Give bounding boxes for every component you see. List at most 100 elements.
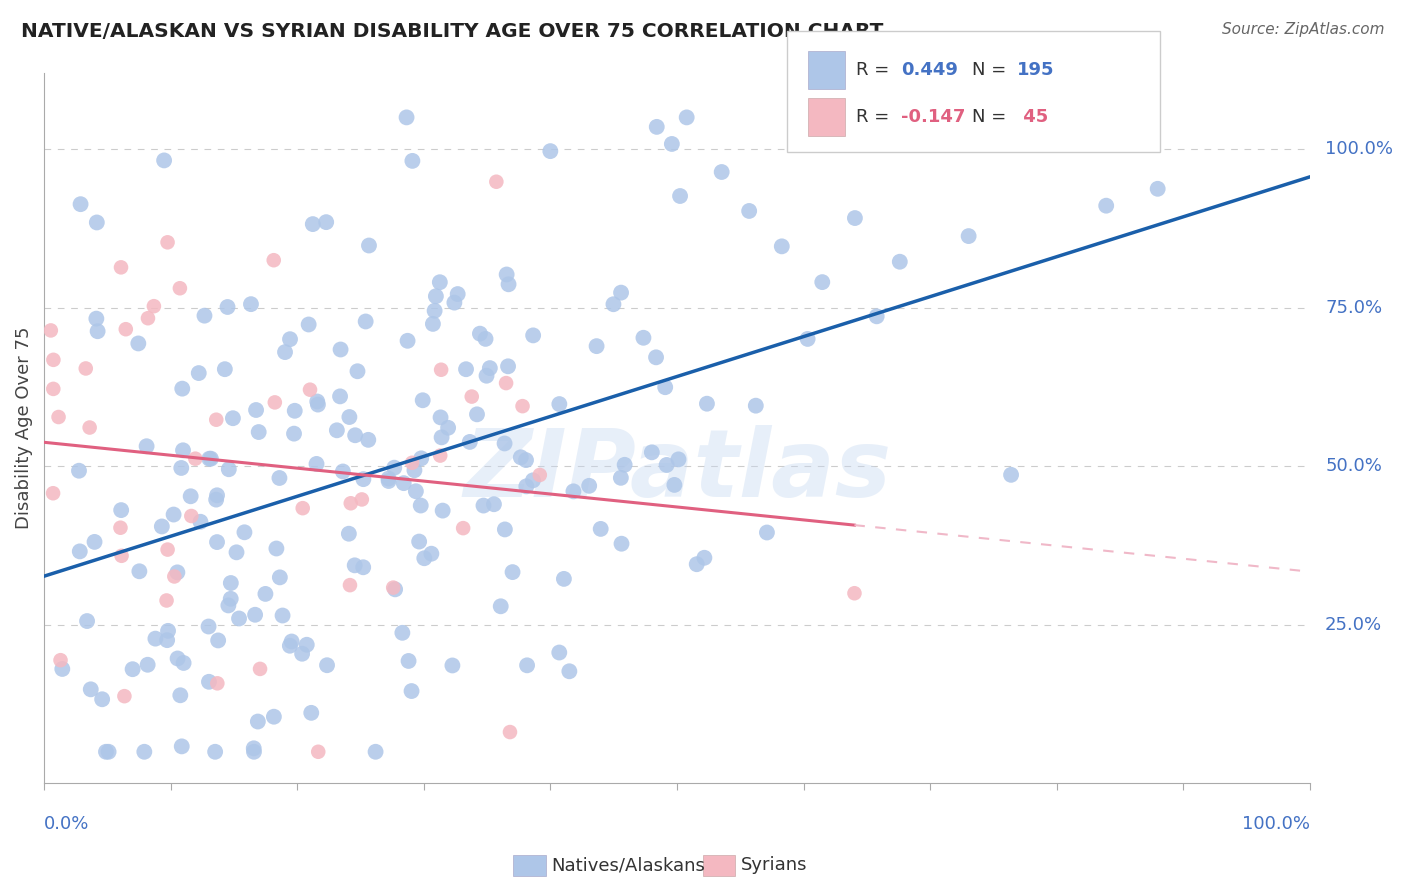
Point [86, 215, 108, 229]
Text: R =: R = [856, 61, 896, 78]
Point [204, 745, 226, 759]
Point [396, 334, 419, 348]
Point [654, 380, 676, 394]
Point [495, 268, 517, 282]
Point [339, 496, 361, 510]
Point [553, 572, 575, 586]
Point [83, 535, 105, 549]
Point [198, 451, 221, 466]
Point [1000, 467, 1022, 482]
Text: 100.0%: 100.0% [1324, 140, 1393, 158]
Point [180, 508, 202, 523]
Point [391, 625, 413, 640]
Text: 25.0%: 25.0% [1324, 615, 1382, 634]
Point [153, 153, 176, 168]
Point [263, 253, 285, 268]
Point [136, 657, 159, 672]
Point [163, 569, 186, 583]
Text: -0.147: -0.147 [901, 108, 966, 126]
Point [437, 421, 460, 435]
Text: Natives/Alaskans: Natives/Alaskans [551, 856, 704, 874]
Point [482, 497, 505, 511]
Point [404, 463, 426, 477]
Point [392, 476, 415, 491]
Point [329, 343, 352, 357]
Point [184, 451, 207, 466]
Point [398, 654, 420, 668]
Point [496, 359, 519, 374]
Point [269, 471, 291, 485]
Text: 0.449: 0.449 [901, 61, 957, 78]
Point [162, 508, 184, 522]
Point [499, 725, 522, 739]
Point [219, 591, 242, 606]
Text: R =: R = [856, 108, 896, 126]
Point [200, 451, 222, 466]
Point [39, 323, 62, 337]
Point [866, 310, 889, 324]
Point [307, 745, 329, 759]
Text: 100.0%: 100.0% [1241, 815, 1310, 833]
Point [284, 404, 307, 418]
Point [299, 706, 322, 720]
Point [173, 656, 195, 670]
Point [382, 581, 405, 595]
Point [465, 408, 488, 422]
Point [693, 550, 716, 565]
Point [668, 452, 690, 467]
Point [1095, 199, 1118, 213]
Point [76, 614, 98, 628]
Point [661, 136, 683, 151]
Text: Source: ZipAtlas.com: Source: ZipAtlas.com [1222, 22, 1385, 37]
Point [498, 277, 520, 292]
Point [271, 608, 294, 623]
Point [364, 745, 387, 759]
Point [79, 420, 101, 434]
Point [377, 474, 399, 488]
Point [796, 332, 818, 346]
Point [1146, 182, 1168, 196]
Point [633, 331, 655, 345]
Point [172, 443, 194, 458]
Point [443, 295, 465, 310]
Point [425, 289, 447, 303]
Point [110, 549, 132, 563]
Point [664, 478, 686, 492]
Point [430, 363, 453, 377]
Text: N =: N = [972, 61, 1011, 78]
Point [48, 410, 70, 425]
Point [844, 586, 866, 600]
Text: 45: 45 [1017, 108, 1047, 126]
Point [145, 632, 167, 646]
Point [430, 430, 453, 444]
Point [494, 436, 516, 450]
Point [447, 287, 470, 301]
Point [468, 326, 491, 341]
Point [217, 599, 239, 613]
Point [280, 634, 302, 648]
Point [169, 688, 191, 702]
Point [42, 486, 65, 500]
Y-axis label: Disability Age Over 75: Disability Age Over 75 [15, 327, 32, 530]
Point [337, 410, 360, 425]
Point [409, 499, 432, 513]
Point [472, 499, 495, 513]
Point [522, 474, 544, 488]
Point [585, 339, 607, 353]
Point [245, 403, 267, 417]
Point [343, 558, 366, 573]
Text: NATIVE/ALASKAN VS SYRIAN DISABILITY AGE OVER 75 CORRELATION CHART: NATIVE/ALASKAN VS SYRIAN DISABILITY AGE … [21, 22, 883, 41]
Point [135, 439, 157, 453]
Point [80, 682, 103, 697]
Point [86, 324, 108, 338]
Point [266, 541, 288, 556]
Point [422, 317, 444, 331]
Point [42, 382, 65, 396]
Point [475, 368, 498, 383]
Point [197, 619, 219, 633]
Point [578, 479, 600, 493]
Point [291, 501, 314, 516]
Point [156, 235, 179, 250]
Point [515, 479, 537, 493]
Point [247, 425, 270, 439]
